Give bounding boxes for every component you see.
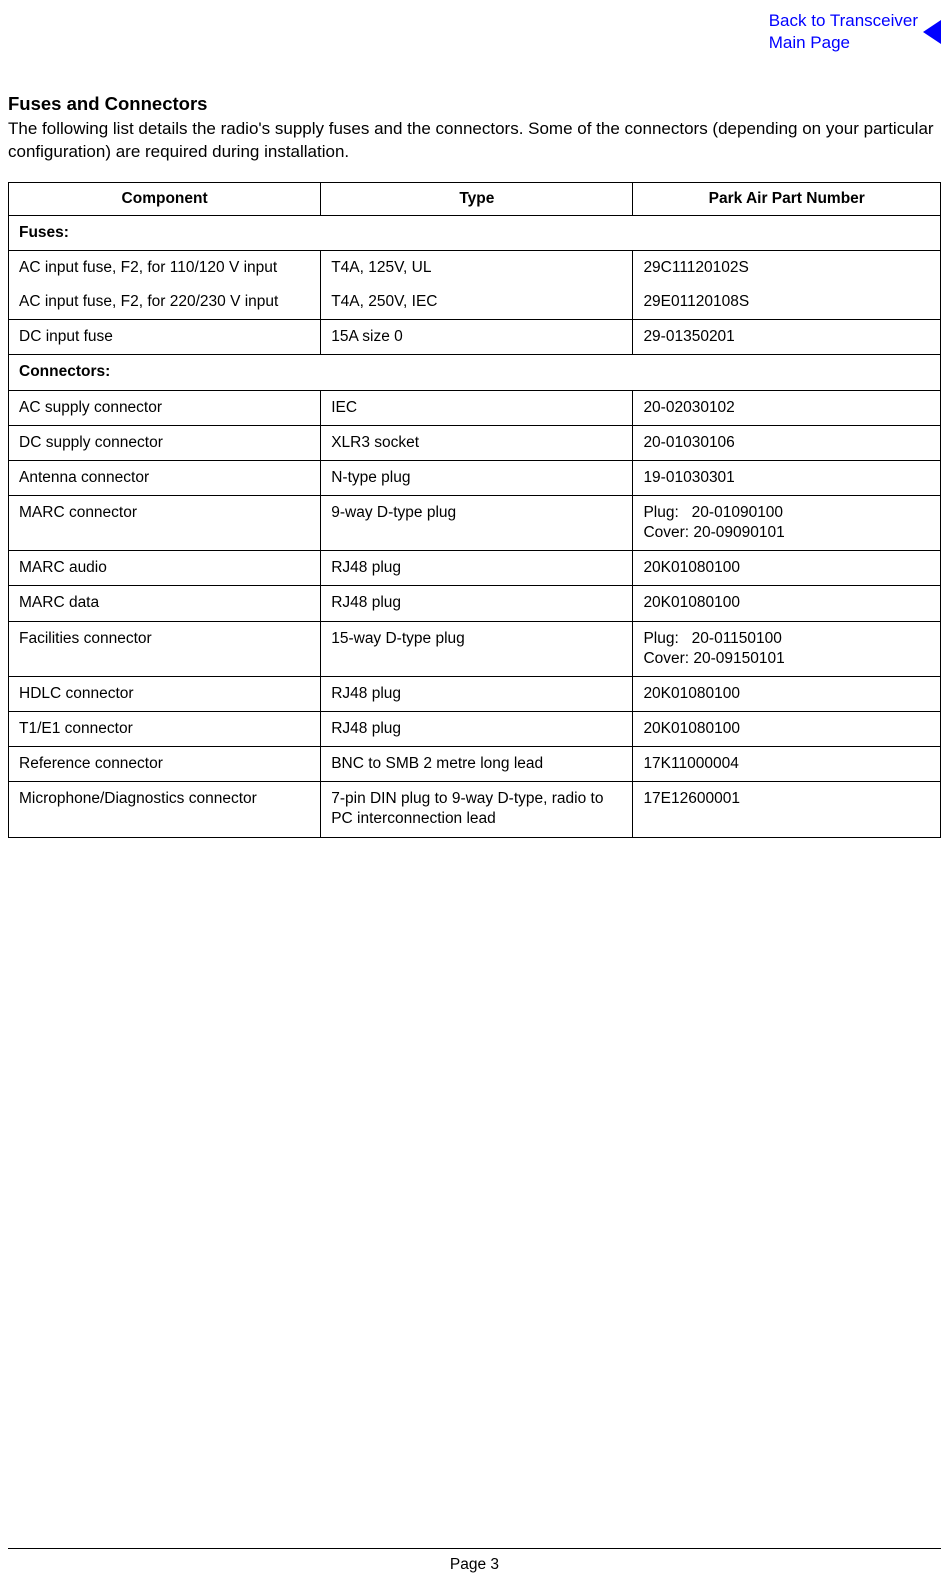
cell-part: 17E12600001 xyxy=(633,782,941,837)
cell-part: Plug: 20-01090100 Cover: 20-09090101 xyxy=(633,496,941,551)
table-row: AC input fuse, F2, for 110/120 V input A… xyxy=(9,251,941,320)
cell-part: 19-01030301 xyxy=(633,460,941,495)
cell-part: 20K01080100 xyxy=(633,676,941,711)
fuses-label: Fuses: xyxy=(9,215,941,250)
table-subhead-fuses: Fuses: xyxy=(9,215,941,250)
cell-type: RJ48 plug xyxy=(321,586,633,621)
cell-component: MARC audio xyxy=(9,551,321,586)
cell-type: 15A size 0 xyxy=(321,320,633,355)
ac-fuse-comp-a: AC input fuse, F2, for 110/120 V input xyxy=(19,258,310,278)
header-type: Type xyxy=(321,182,633,215)
ac-fuse-part-b: 29E01120108S xyxy=(643,292,930,312)
cell-part: 29-01350201 xyxy=(633,320,941,355)
header-part: Park Air Part Number xyxy=(633,182,941,215)
ac-fuse-comp-b: AC input fuse, F2, for 220/230 V input xyxy=(19,292,310,312)
table-header-row: Component Type Park Air Part Number xyxy=(9,182,941,215)
facilities-cover: Cover: 20-09150101 xyxy=(643,649,930,669)
cell-type: 9-way D-type plug xyxy=(321,496,633,551)
cell-type: RJ48 plug xyxy=(321,676,633,711)
marc-cover: Cover: 20-09090101 xyxy=(643,523,930,543)
cell-type: T4A, 125V, UL T4A, 250V, IEC xyxy=(321,251,633,320)
section-intro: The following list details the radio's s… xyxy=(8,118,941,164)
cell-part: 20K01080100 xyxy=(633,586,941,621)
marc-plug: Plug: 20-01090100 xyxy=(643,503,930,523)
fuses-connectors-table: Component Type Park Air Part Number Fuse… xyxy=(8,182,941,838)
cell-part: 20K01080100 xyxy=(633,551,941,586)
cell-type: RJ48 plug xyxy=(321,711,633,746)
back-arrow-icon[interactable] xyxy=(923,20,941,44)
cell-part: 20-02030102 xyxy=(633,390,941,425)
cell-type: 15-way D-type plug xyxy=(321,621,633,676)
cell-component: AC supply connector xyxy=(9,390,321,425)
footer-divider xyxy=(8,1548,941,1549)
cell-component: MARC data xyxy=(9,586,321,621)
back-link-line2: Main Page xyxy=(769,33,850,52)
cell-part: 20-01030106 xyxy=(633,425,941,460)
table-row: MARC data RJ48 plug 20K01080100 xyxy=(9,586,941,621)
cell-type: IEC xyxy=(321,390,633,425)
cell-component: Microphone/Diagnostics connector xyxy=(9,782,321,837)
cell-type: 7-pin DIN plug to 9-way D-type, radio to… xyxy=(321,782,633,837)
table-row: DC supply connector XLR3 socket 20-01030… xyxy=(9,425,941,460)
page-number: Page 3 xyxy=(0,1556,949,1574)
facilities-plug: Plug: 20-01150100 xyxy=(643,629,930,649)
cell-component: AC input fuse, F2, for 110/120 V input A… xyxy=(9,251,321,320)
back-link-area[interactable]: Back to Transceiver Main Page xyxy=(769,10,941,54)
cell-component: Antenna connector xyxy=(9,460,321,495)
cell-component: Reference connector xyxy=(9,747,321,782)
table-row: HDLC connector RJ48 plug 20K01080100 xyxy=(9,676,941,711)
back-link-line1: Back to Transceiver xyxy=(769,11,918,30)
back-to-main-link[interactable]: Back to Transceiver Main Page xyxy=(769,10,918,54)
page-content: Fuses and Connectors The following list … xyxy=(0,0,949,838)
cell-type: BNC to SMB 2 metre long lead xyxy=(321,747,633,782)
cell-component: MARC connector xyxy=(9,496,321,551)
cell-part: 29C11120102S 29E01120108S xyxy=(633,251,941,320)
cell-part: Plug: 20-01150100 Cover: 20-09150101 xyxy=(633,621,941,676)
table-row: Facilities connector 15-way D-type plug … xyxy=(9,621,941,676)
table-row: DC input fuse 15A size 0 29-01350201 xyxy=(9,320,941,355)
section-title: Fuses and Connectors xyxy=(8,93,941,115)
connectors-label: Connectors: xyxy=(9,355,941,390)
table-row: MARC audio RJ48 plug 20K01080100 xyxy=(9,551,941,586)
cell-component: Facilities connector xyxy=(9,621,321,676)
table-subhead-connectors: Connectors: xyxy=(9,355,941,390)
cell-component: DC supply connector xyxy=(9,425,321,460)
ac-fuse-part-a: 29C11120102S xyxy=(643,258,930,278)
cell-type: N-type plug xyxy=(321,460,633,495)
table-row: Microphone/Diagnostics connector 7-pin D… xyxy=(9,782,941,837)
cell-type: RJ48 plug xyxy=(321,551,633,586)
ac-fuse-type-b: T4A, 250V, IEC xyxy=(331,292,622,312)
ac-fuse-type-a: T4A, 125V, UL xyxy=(331,258,622,278)
table-row: Reference connector BNC to SMB 2 metre l… xyxy=(9,747,941,782)
table-row: AC supply connector IEC 20-02030102 xyxy=(9,390,941,425)
cell-component: T1/E1 connector xyxy=(9,711,321,746)
cell-part: 20K01080100 xyxy=(633,711,941,746)
table-row: T1/E1 connector RJ48 plug 20K01080100 xyxy=(9,711,941,746)
table-row: MARC connector 9-way D-type plug Plug: 2… xyxy=(9,496,941,551)
header-component: Component xyxy=(9,182,321,215)
table-row: Antenna connector N-type plug 19-0103030… xyxy=(9,460,941,495)
cell-part: 17K11000004 xyxy=(633,747,941,782)
cell-component: HDLC connector xyxy=(9,676,321,711)
cell-component: DC input fuse xyxy=(9,320,321,355)
cell-type: XLR3 socket xyxy=(321,425,633,460)
